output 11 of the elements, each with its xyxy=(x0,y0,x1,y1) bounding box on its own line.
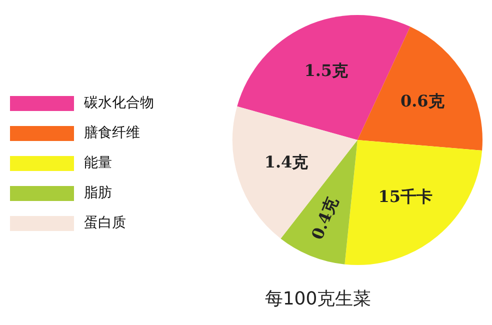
text: 0.4克 xyxy=(308,194,342,242)
legend-label: 能量 xyxy=(84,154,112,172)
legend-label: 碳水化合物 xyxy=(84,94,154,112)
legend-label: 膳食纤维 xyxy=(84,124,140,142)
text: 15千卡 xyxy=(378,186,432,206)
text: 0.6克 xyxy=(400,92,446,111)
legend-label: 蛋白质 xyxy=(84,214,126,232)
text: 每100克生菜 xyxy=(264,288,372,310)
legend-label: 脂肪 xyxy=(84,184,112,202)
text: 1.4克 xyxy=(264,152,310,172)
text: 1.5克 xyxy=(304,61,350,80)
